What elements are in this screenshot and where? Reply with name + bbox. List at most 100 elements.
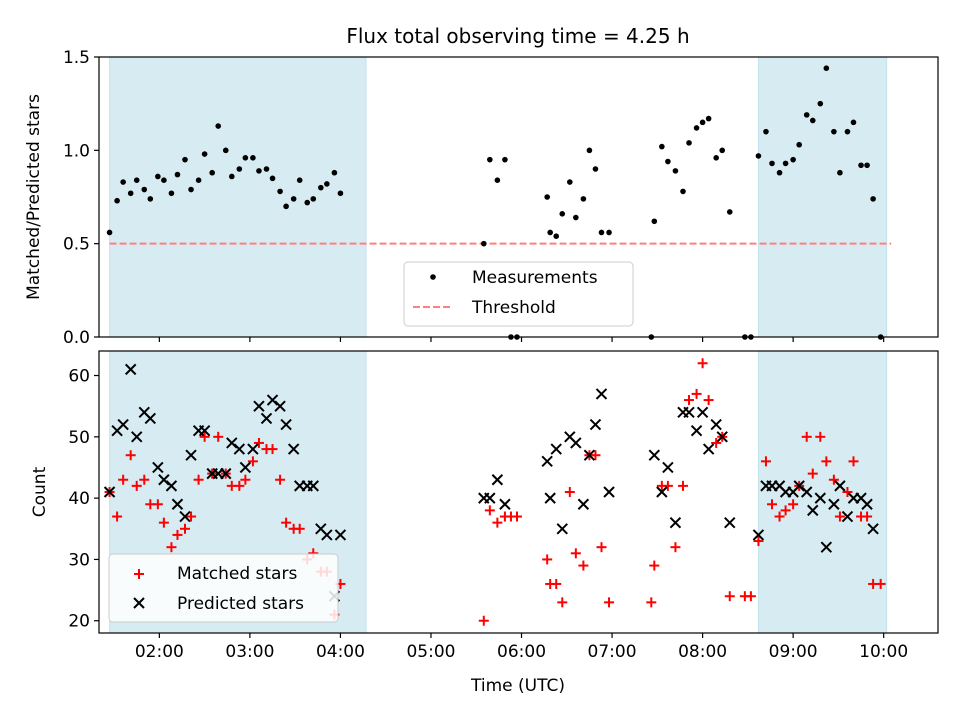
series-1-point-6 <box>139 474 150 485</box>
x-tick-label-5: 06:00 <box>497 642 546 662</box>
series-2-point-69 <box>793 480 805 492</box>
series-1-point-21 <box>242 155 249 161</box>
series-1-point-7 <box>147 196 154 202</box>
series-2-point-28 <box>287 443 300 455</box>
series-2-point-10 <box>165 480 178 492</box>
series-1-point-48 <box>580 196 587 202</box>
series-1-point-23 <box>253 437 264 448</box>
series-1-point-45 <box>557 597 568 608</box>
series-1-point-39 <box>502 156 508 163</box>
series-1-point-65 <box>726 209 733 215</box>
series-1-point-17 <box>215 123 222 129</box>
series-1-point-49 <box>586 147 593 154</box>
y-tick-label-2: 0.5 <box>63 235 90 255</box>
series-1-point-81 <box>842 487 853 497</box>
series-1-point-26 <box>275 474 286 485</box>
bottom-scatter-points <box>103 358 886 626</box>
series-1-point-51 <box>596 542 607 553</box>
series-2-point-59 <box>702 443 715 455</box>
series-1-point-22 <box>250 155 256 161</box>
series-2-point-13 <box>185 449 197 461</box>
series-1-point-64 <box>719 147 726 154</box>
series-2-point-56 <box>683 406 695 419</box>
series-2-point-50 <box>603 486 615 498</box>
series-2-point-35 <box>334 529 347 541</box>
shaded-region-1 <box>109 56 367 338</box>
series-1-point-10 <box>166 542 177 553</box>
series-1-point-13 <box>188 186 194 193</box>
series-1-point-25 <box>267 444 278 455</box>
top-legend-box <box>403 261 634 327</box>
series-1-point-80 <box>834 511 845 522</box>
series-1-point-11 <box>172 529 183 540</box>
series-1-point-20 <box>236 166 243 172</box>
series-1-point-63 <box>711 437 722 448</box>
y-tick-label-3: 1.0 <box>63 141 90 161</box>
series-1-point-47 <box>570 548 581 559</box>
series-1-point-76 <box>807 468 818 479</box>
series-1-point-56 <box>665 158 671 165</box>
x-tick-label-7: 08:00 <box>678 642 727 662</box>
series-1-point-79 <box>828 474 839 485</box>
series-1-point-79 <box>831 128 837 135</box>
series-1-point-31 <box>310 196 317 202</box>
series-1-point-85 <box>870 196 876 202</box>
series-2-point-57 <box>690 424 703 437</box>
series-2-point-71 <box>807 504 819 517</box>
series-1-point-37 <box>484 505 495 516</box>
series-1-point-4 <box>127 190 134 197</box>
x-tick-label-6: 07:00 <box>588 642 637 662</box>
series-1-point-23 <box>256 168 262 174</box>
series-2-point-74 <box>828 498 840 510</box>
bottom-y-ticks: 20 30 40 50 60 <box>68 367 99 632</box>
series-2-point-39 <box>499 498 511 510</box>
series-2-point-41 <box>544 492 556 504</box>
series-1-point-86 <box>875 578 886 589</box>
series-1-point-16 <box>209 169 215 176</box>
series-1-point-36 <box>478 615 489 626</box>
series-1-point-3 <box>118 474 129 485</box>
series-1-point-61 <box>699 119 706 126</box>
bottom-x-ticks: 02:00 03:00 04:00 05:00 06:00 07:00 08:00 09:00… <box>135 633 908 662</box>
series-1-point-69 <box>763 128 769 135</box>
x-tick-label-9: 10:00 <box>859 642 908 662</box>
series-1-point-12 <box>182 156 188 163</box>
series-1-point-3 <box>120 179 126 185</box>
series-2-point-1 <box>103 486 116 498</box>
series-1-point-58 <box>677 480 688 491</box>
top-legend: Measurements Threshold <box>403 261 634 327</box>
series-2-point-5 <box>131 431 143 443</box>
series-1-point-26 <box>277 188 283 195</box>
series-2-point-70 <box>801 486 813 498</box>
series-1-point-13 <box>186 511 197 522</box>
series-2-point-18 <box>220 467 232 480</box>
series-1-point-22 <box>247 456 258 467</box>
series-2-point-15 <box>198 424 211 437</box>
chart-title: Flux total observing time = 4.25 h <box>346 24 689 48</box>
series-1-point-20 <box>234 480 245 491</box>
series-1-point-59 <box>686 140 692 146</box>
x-tick-label-4: 05:00 <box>406 642 455 662</box>
y-tick-label-2: 30 <box>68 550 90 570</box>
series-1-point-46 <box>567 179 573 185</box>
series-1-point-68 <box>753 536 764 547</box>
series-1-point-84 <box>862 511 873 522</box>
series-1-point-84 <box>864 162 870 169</box>
series-1-point-65 <box>724 591 735 602</box>
series-1-point-19 <box>228 173 235 180</box>
shaded-region-2 <box>757 56 888 338</box>
series-2-point-33 <box>321 529 333 541</box>
series-2-point-47 <box>583 449 596 461</box>
series-1-point-55 <box>659 143 665 150</box>
series-2-point-54 <box>669 516 682 529</box>
series-2-point-75 <box>834 480 846 492</box>
series-2-point-12 <box>179 510 191 523</box>
series-1-point-37 <box>487 156 493 163</box>
series-1-point-5 <box>133 177 140 183</box>
series-1-point-44 <box>551 578 562 589</box>
series-1-point-70 <box>769 160 775 167</box>
series-1-point-62 <box>703 395 714 406</box>
series-2-point-22 <box>247 443 259 455</box>
series-1-point-82 <box>848 456 859 467</box>
series-1-point-32 <box>318 184 324 191</box>
